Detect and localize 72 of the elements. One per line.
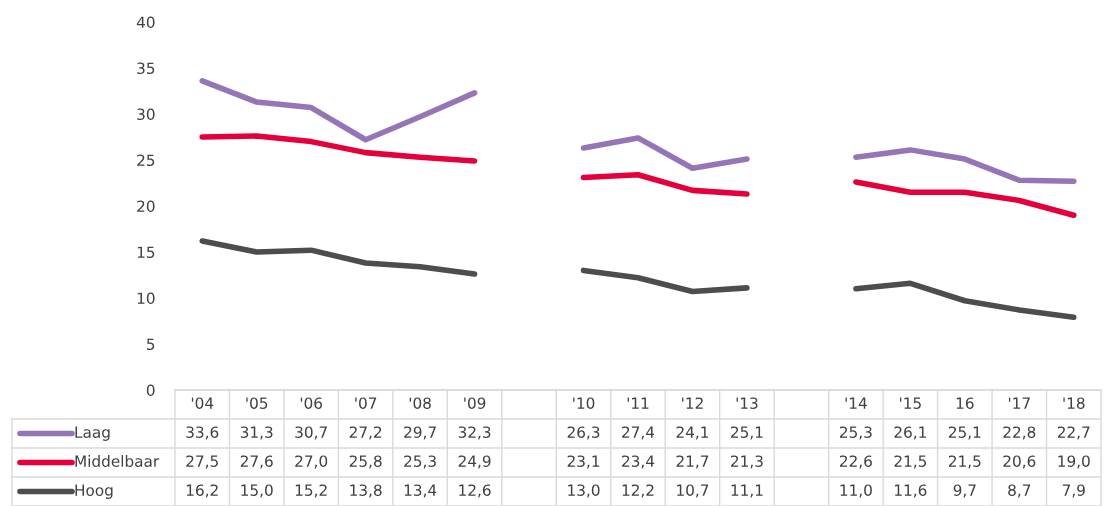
data-label: 8,7 bbox=[1008, 484, 1031, 498]
data-label: 12,2 bbox=[622, 484, 654, 498]
data-label: 21,3 bbox=[731, 455, 763, 469]
x-tick-label: '11 bbox=[627, 397, 649, 409]
data-label: 16,2 bbox=[186, 484, 218, 498]
x-tick-label: '12 bbox=[682, 397, 703, 409]
x-tick-label: '08 bbox=[409, 397, 431, 409]
data-label: 13,0 bbox=[568, 484, 600, 498]
data-label: 25,1 bbox=[731, 426, 763, 440]
data-label: 31,3 bbox=[240, 426, 273, 440]
data-label: 12,6 bbox=[459, 484, 491, 498]
data-label: 25,3 bbox=[839, 426, 872, 440]
x-tick-label: '05 bbox=[246, 397, 268, 409]
x-tick-label: '04 bbox=[191, 397, 214, 409]
data-label: 24,9 bbox=[458, 455, 491, 469]
data-label: 11,6 bbox=[895, 484, 927, 498]
data-label: 23,4 bbox=[622, 455, 655, 469]
x-tick-label: '18 bbox=[1063, 397, 1085, 409]
y-tick-label: 5 bbox=[147, 338, 155, 351]
y-tick-label: 20 bbox=[137, 200, 155, 213]
data-label: 22,7 bbox=[1057, 426, 1090, 440]
data-label: 23,1 bbox=[567, 455, 600, 469]
x-tick-label: '13 bbox=[736, 397, 758, 409]
data-label: 32,3 bbox=[458, 426, 491, 440]
data-label: 22,8 bbox=[1003, 426, 1036, 440]
data-label: 25,1 bbox=[948, 426, 981, 440]
y-tick-label: 0 bbox=[146, 384, 155, 397]
data-label: 27,0 bbox=[295, 455, 328, 469]
y-tick-label: 35 bbox=[137, 62, 155, 75]
y-tick-label: 15 bbox=[137, 246, 155, 259]
data-label: 27,6 bbox=[240, 455, 273, 469]
data-label: 26,3 bbox=[567, 426, 600, 440]
data-label: 33,6 bbox=[186, 426, 219, 440]
x-tick-label: '07 bbox=[355, 397, 377, 409]
data-label: 11,1 bbox=[731, 484, 763, 498]
data-label: 25,8 bbox=[349, 455, 382, 469]
legend-label: Middelbaar bbox=[75, 455, 160, 467]
data-label: 29,7 bbox=[404, 426, 436, 440]
data-label: 22,6 bbox=[839, 455, 872, 469]
y-tick-label: 25 bbox=[137, 154, 155, 167]
data-label: 15,0 bbox=[241, 484, 273, 498]
data-label: 11,0 bbox=[840, 484, 872, 498]
data-label: 21,7 bbox=[676, 455, 709, 469]
y-tick-label: 30 bbox=[137, 108, 155, 121]
x-tick-label: '14 bbox=[845, 397, 867, 409]
data-label: 19,0 bbox=[1058, 455, 1090, 469]
data-label: 27,4 bbox=[622, 426, 655, 440]
data-label: 10,7 bbox=[677, 484, 709, 498]
data-label: 27,2 bbox=[349, 426, 382, 440]
data-label: 21,5 bbox=[894, 455, 927, 469]
y-tick-label: 10 bbox=[137, 292, 155, 305]
data-label: 25,3 bbox=[404, 455, 436, 469]
legend-label: Hoog bbox=[75, 484, 113, 499]
y-tick-label: 40 bbox=[136, 16, 155, 29]
data-label: 30,7 bbox=[295, 426, 327, 440]
data-label: 21,5 bbox=[948, 455, 981, 469]
x-tick-label: '06 bbox=[300, 397, 323, 409]
x-tick-label: '15 bbox=[900, 397, 921, 409]
data-label: 24,1 bbox=[676, 426, 709, 440]
data-label: 27,5 bbox=[186, 455, 218, 469]
data-label: 13,4 bbox=[404, 484, 437, 498]
data-label: 15,2 bbox=[295, 484, 327, 498]
x-tick-label: 16 bbox=[956, 397, 974, 409]
data-label: 7,9 bbox=[1062, 484, 1085, 498]
data-label: 9,7 bbox=[953, 484, 976, 498]
legend-label: Laag bbox=[75, 426, 110, 441]
data-label: 26,1 bbox=[894, 426, 926, 440]
data-label: 20,6 bbox=[1003, 455, 1036, 469]
x-tick-label: '09 bbox=[464, 397, 486, 409]
x-tick-label: '10 bbox=[573, 397, 595, 409]
data-label: 13,8 bbox=[350, 484, 382, 498]
x-tick-label: '17 bbox=[1008, 397, 1030, 409]
